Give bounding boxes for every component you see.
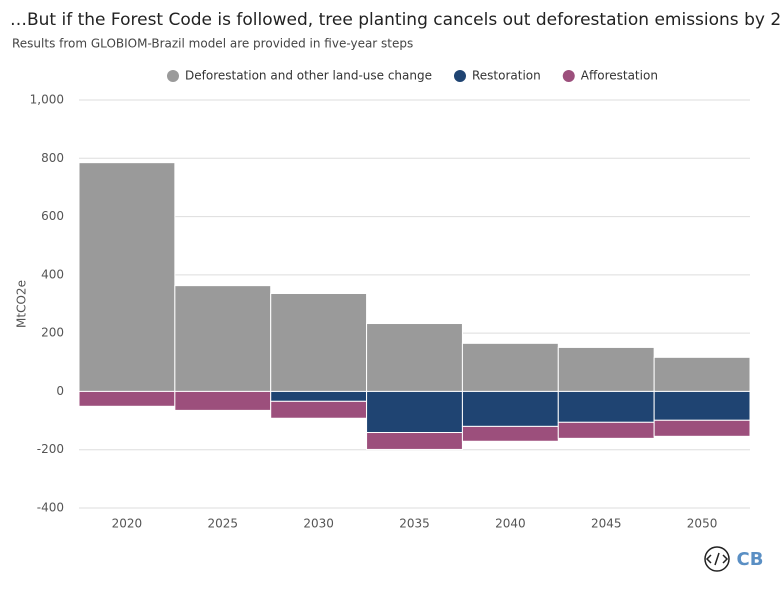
logo: CB [737,549,764,570]
chart-subtitle: Results from GLOBIOM-Brazil model are pr… [12,37,413,51]
y-axis-label: MtCO2e [15,280,29,328]
bar-segment [653,419,751,437]
bar-segment [557,390,655,423]
y-tick-label: 400 [41,267,64,281]
legend-label: Restoration [472,69,541,83]
bar-segment [270,400,368,419]
y-tick-label: 600 [41,209,64,223]
bar-segment [557,421,655,439]
x-tick-label: 2050 [687,517,718,531]
legend-marker [453,70,466,82]
x-tick-label: 2025 [208,517,239,531]
chart-title: …But if the Forest Code is followed, tre… [10,10,780,30]
bar-segment [461,425,559,442]
y-tick-label: 1,000 [30,93,64,107]
bar-segment [174,390,272,411]
bar-segment [366,390,463,434]
bar-segment [653,356,751,392]
bar-segment [461,390,559,427]
x-tick-label: 2020 [112,517,143,531]
x-tick-label: 2040 [495,517,526,531]
bar-segment [366,323,463,392]
y-tick-label: 200 [41,326,64,340]
legend-label: Deforestation and other land-use change [185,69,432,83]
bar-segment [78,162,176,392]
code-icon [704,546,730,572]
bar-segment [174,285,272,392]
y-tick-label: -400 [37,501,64,515]
bar-segment [557,346,655,392]
x-tick-label: 2045 [591,517,622,531]
legend-label: Afforestation [581,69,658,83]
bar-segment [366,432,463,450]
y-tick-label: 800 [41,151,64,165]
x-tick-label: 2030 [303,517,334,531]
y-tick-label: 0 [56,384,64,398]
bar-segment [78,390,176,407]
bar-segment [270,390,368,402]
x-tick-label: 2035 [399,517,430,531]
legend-marker [562,70,575,82]
bar-segment [653,390,751,421]
y-tick-label: -200 [37,442,64,456]
bar-segment [270,293,368,392]
legend-marker [167,70,179,82]
bar-segment [461,342,559,392]
